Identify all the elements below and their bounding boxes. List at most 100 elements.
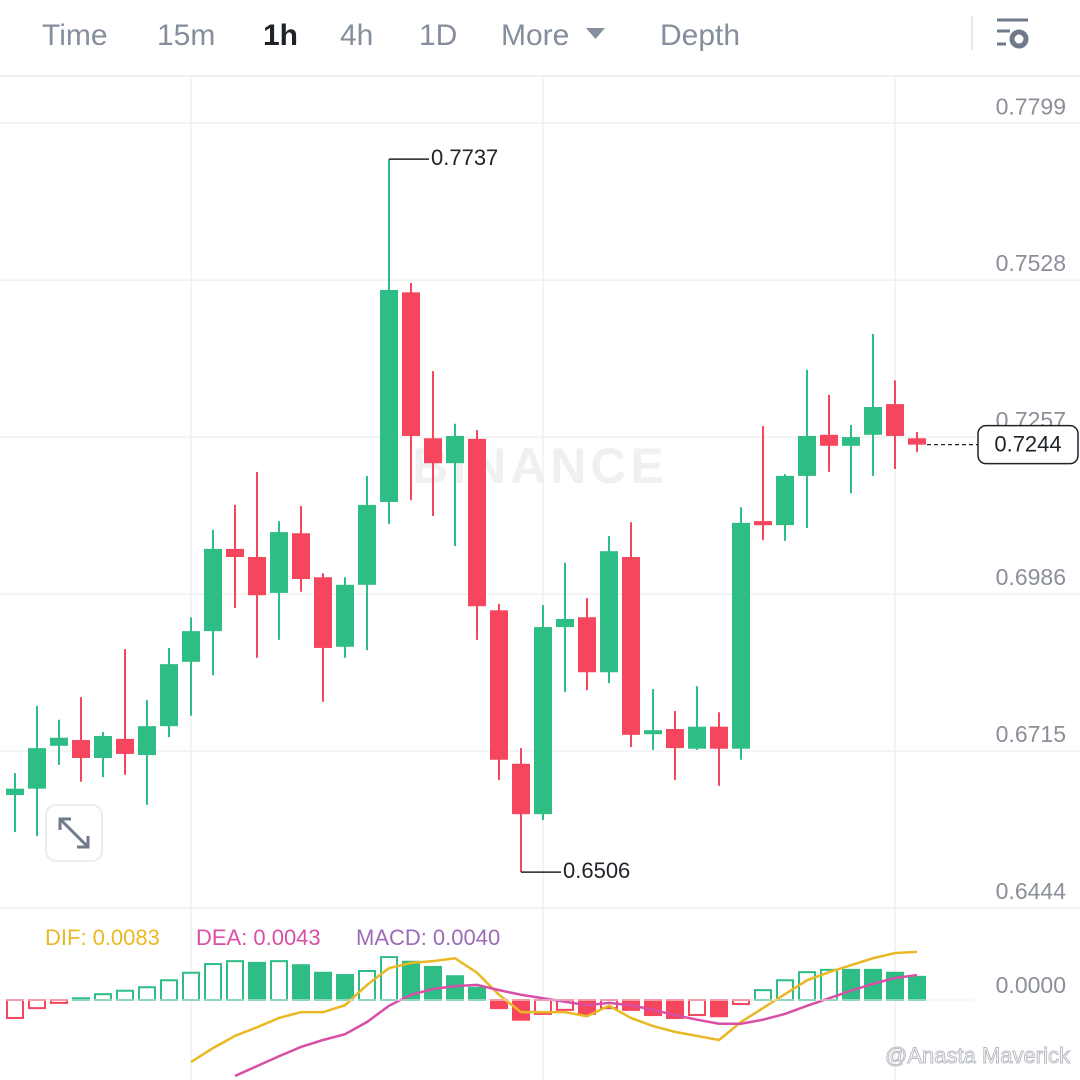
toolbar: Time 15m 1h 4h 1D More Depth: [0, 16, 1080, 77]
candle-body: [226, 548, 244, 558]
macd-bar: [94, 993, 112, 1001]
candle-body: [204, 548, 222, 632]
candle-body: [270, 532, 288, 593]
macd-bar: [248, 961, 266, 1002]
legend-value: 0.0040: [433, 925, 500, 950]
legend-name: DEA:: [196, 925, 247, 950]
candle-body: [6, 788, 24, 796]
candle-body: [886, 404, 904, 436]
macd-bar: [226, 960, 244, 1002]
macd-bar: [292, 964, 310, 1002]
candle-body: [28, 748, 46, 789]
candle-body: [116, 738, 134, 754]
candle-body: [182, 631, 200, 662]
last-price-box: [977, 424, 1079, 465]
candle-body: [248, 557, 266, 596]
settings-icon[interactable]: [997, 18, 1029, 49]
tab[interactable]: 4h: [340, 19, 373, 52]
fullscreen-button[interactable]: [45, 804, 103, 862]
tab[interactable]: Depth: [660, 19, 740, 52]
macd-plot: [6, 950, 926, 1078]
candle-body: [72, 740, 90, 758]
candle-body: [160, 664, 178, 727]
candle-body: [292, 533, 310, 580]
y-tick-label: 0.7799: [996, 93, 1066, 119]
macd-bar: [160, 979, 178, 1001]
macd-bar: [798, 971, 816, 1001]
y-tick-label: 0.6715: [996, 721, 1066, 747]
macd-bar: [732, 999, 750, 1006]
candle-body: [776, 475, 794, 526]
macd-bar: [688, 999, 706, 1017]
tab[interactable]: More: [501, 19, 569, 52]
chart-layer: 0.64440.67150.69860.72570.75280.77990.77…: [0, 93, 1080, 1078]
candle-body: [798, 435, 816, 476]
extreme-label: 0.7737: [431, 145, 498, 170]
macd-bar: [490, 999, 508, 1010]
macd-bar: [182, 971, 200, 1001]
tab[interactable]: 1h: [263, 19, 298, 52]
candle-body: [534, 627, 552, 815]
macd-bar: [754, 989, 772, 1001]
legend-entry: MACD: 0.0040: [356, 925, 500, 950]
credit: @Anasta Maverick: [885, 1043, 1071, 1068]
candle-body: [820, 434, 838, 446]
macd-bar: [424, 965, 442, 1002]
candle-body: [754, 521, 772, 526]
macd-bar: [446, 975, 464, 1001]
macd-bar: [314, 971, 332, 1001]
macd-bar: [578, 999, 596, 1015]
candle-body: [688, 726, 706, 749]
candle-body: [446, 435, 464, 464]
candle-body: [138, 726, 156, 756]
macd-bar: [270, 960, 288, 1002]
candle-body: [600, 551, 618, 673]
legend-name: DIF:: [45, 925, 87, 950]
y-tick-label: 0.0000: [996, 972, 1066, 998]
candle-body: [336, 584, 354, 647]
candle-body: [666, 729, 684, 749]
candle-body: [490, 610, 508, 760]
candle-body: [94, 735, 112, 758]
tab[interactable]: 1D: [419, 19, 457, 52]
extreme-label: 0.6506: [563, 858, 630, 883]
candle-body: [710, 726, 728, 749]
candle-body: [644, 730, 662, 735]
tab[interactable]: 15m: [157, 19, 215, 52]
candle-body: [864, 406, 882, 435]
tab[interactable]: Time: [42, 19, 108, 52]
macd-bar: [116, 989, 134, 1001]
candle-body: [908, 438, 926, 445]
macd-bar: [842, 968, 860, 1002]
y-tick-label: 0.6986: [996, 564, 1066, 590]
macd-bar: [710, 999, 728, 1018]
legend-entry: DEA: 0.0043: [196, 925, 321, 950]
candle-body: [424, 438, 442, 464]
macd-bar: [468, 986, 486, 1002]
candle-body: [468, 438, 486, 607]
candle-body: [842, 437, 860, 446]
legend-entry: DIF: 0.0083: [45, 925, 160, 950]
legend-value: 0.0043: [253, 925, 320, 950]
macd-bar: [6, 999, 24, 1019]
macd-bar: [204, 963, 222, 1002]
dropdown-arrow: [586, 28, 605, 39]
legend-name: MACD:: [356, 925, 427, 950]
x-grid: [190, 78, 896, 1080]
candle-body: [512, 763, 530, 815]
macd-bar: [28, 999, 46, 1010]
y-tick-label: 0.7528: [996, 250, 1066, 276]
legend-value: 0.0083: [93, 925, 160, 950]
candle-body: [50, 737, 68, 746]
candle-body: [622, 557, 640, 735]
candle-body: [578, 617, 596, 673]
candle-body: [358, 504, 376, 585]
macd-bar: [138, 986, 156, 1002]
candle-body: [314, 577, 332, 648]
macd-bar: [908, 975, 926, 1001]
macd-line: [234, 973, 918, 1078]
last-price-label: 0.7244: [994, 431, 1061, 456]
macd-bar: [380, 956, 398, 1001]
